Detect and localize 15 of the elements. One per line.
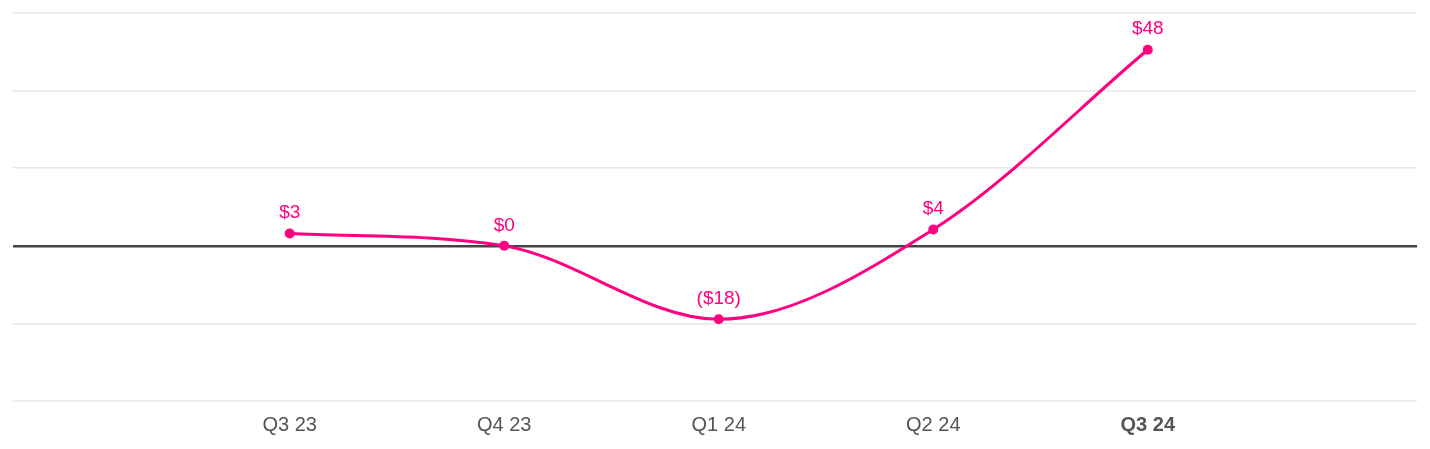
point — [284, 228, 295, 239]
point — [928, 224, 939, 235]
data-label: $4 — [922, 197, 945, 219]
data-label: $3 — [279, 201, 301, 223]
x-tick-label: Q1 24 — [691, 412, 746, 435]
data-label: $0 — [493, 213, 515, 235]
x-tick-label: Q4 23 — [477, 412, 532, 435]
x-tick-label: Q3 24 — [1120, 412, 1176, 435]
data-label: ($18) — [696, 287, 741, 309]
x-tick-label: Q3 23 — [262, 412, 317, 435]
point — [713, 314, 724, 325]
x-tick-label: Q2 24 — [906, 412, 961, 435]
data-label: $48 — [1131, 17, 1164, 39]
point — [499, 240, 510, 251]
point — [1142, 44, 1153, 55]
